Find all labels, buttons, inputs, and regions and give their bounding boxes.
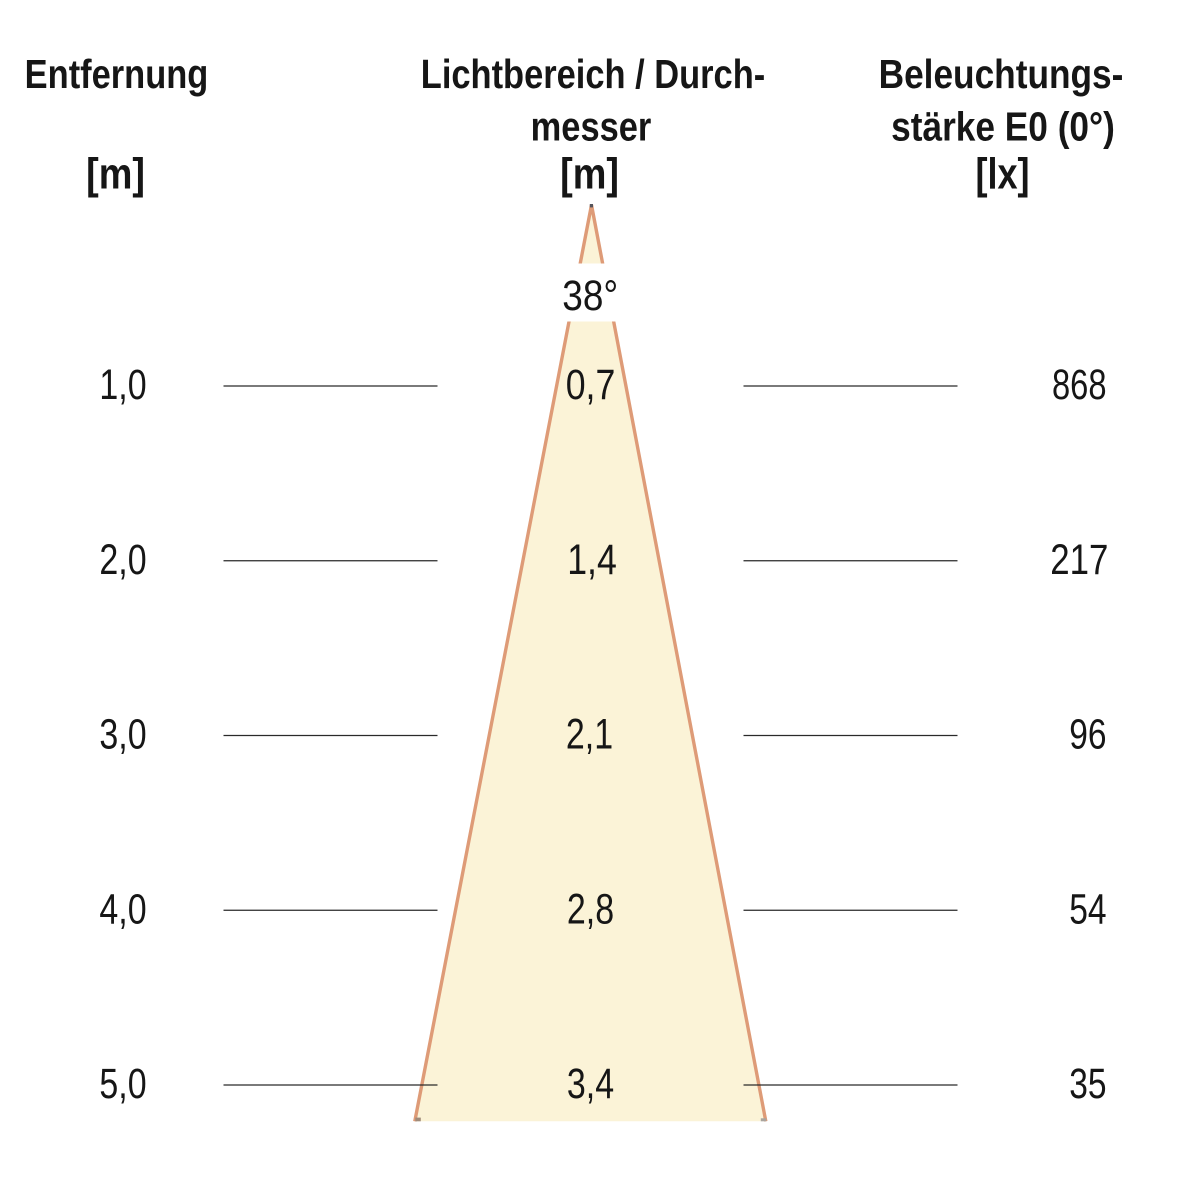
svg-text:1,4: 1,4 (567, 536, 617, 584)
svg-text:35: 35 (1069, 1060, 1106, 1108)
svg-text:5,0: 5,0 (99, 1060, 146, 1108)
svg-text:2,8: 2,8 (567, 886, 614, 934)
svg-text:868: 868 (1052, 361, 1107, 409)
svg-text:3,0: 3,0 (99, 711, 146, 759)
svg-text:54: 54 (1069, 885, 1106, 933)
svg-text:4,0: 4,0 (99, 886, 146, 934)
svg-text:0,7: 0,7 (566, 361, 616, 409)
svg-text:Entfernung: Entfernung (25, 52, 209, 97)
svg-text:38°: 38° (562, 272, 618, 319)
svg-text:96: 96 (1069, 711, 1106, 759)
svg-text:3,4: 3,4 (567, 1060, 614, 1108)
svg-text:Beleuchtungs-: Beleuchtungs- (879, 52, 1124, 98)
svg-text:[lx]: [lx] (975, 149, 1029, 198)
svg-text:2,1: 2,1 (566, 711, 613, 759)
svg-text:Lichtbereich / Durch-: Lichtbereich / Durch- (421, 52, 765, 97)
svg-text:messer: messer (531, 105, 652, 150)
svg-text:[m]: [m] (86, 149, 145, 198)
svg-text:2,0: 2,0 (99, 536, 146, 584)
svg-text:[m]: [m] (560, 149, 619, 198)
svg-text:1,0: 1,0 (99, 361, 146, 409)
svg-text:217: 217 (1050, 536, 1108, 583)
svg-text:stärke E0 (0°): stärke E0 (0°) (891, 104, 1115, 150)
